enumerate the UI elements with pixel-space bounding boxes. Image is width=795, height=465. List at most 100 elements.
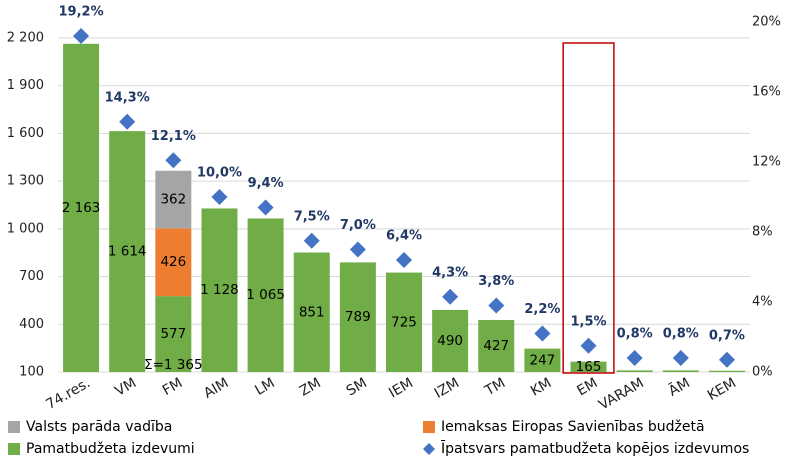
diamond-marker [349,241,366,258]
legend-label: Īpatsvars pamatbudžeta kopējos izdevumos [441,440,749,457]
x-tick-label: VARAM [596,375,647,413]
percent-label: 10,0% [197,166,242,181]
diamond-marker [257,199,274,216]
highlight-frame [562,42,615,374]
bar-segment [293,252,330,372]
legend-marker [8,421,20,433]
x-tick-label: IEM [386,375,416,401]
bar-segment [201,208,238,372]
legend-marker [8,443,20,455]
data-label: 577 [160,326,186,342]
percent-label: 3,8% [478,274,514,289]
x-tick-label: 74.res. [43,375,93,413]
bar-segment [616,370,653,372]
percent-label: 0,8% [617,327,653,342]
y2-tick-label: 16% [752,85,781,100]
y2-tick-label: 12% [752,155,781,170]
x-tick-label: ZM [297,375,324,400]
data-label: 851 [299,304,325,320]
diamond-marker [396,252,412,268]
percent-label: 9,4% [248,176,284,191]
y-tick-label: 1 300 [7,174,44,189]
percent-label: 14,3% [105,90,150,105]
diamond-marker [534,325,551,342]
diamond-marker [303,232,320,249]
data-label: 1 065 [246,287,285,303]
y-tick-label: 100 [19,365,44,380]
data-label: 427 [483,338,509,354]
data-label: 725 [391,314,417,330]
data-label: 1 614 [108,244,147,260]
data-label: 789 [345,309,371,325]
legend-label: Valsts parāda vadība [26,419,172,435]
y-tick-label: 2 200 [7,30,44,45]
diamond-marker [718,351,735,368]
x-tick-label: LM [252,375,277,399]
annotation: Σ=1 365 [144,357,203,373]
x-tick-label: KM [528,375,554,399]
bar-segment [386,272,422,372]
percent-label: 7,5% [294,209,330,224]
diamond-marker [211,189,228,205]
x-tick-label: ĀM [666,374,693,400]
y2-tick-label: 4% [752,295,773,310]
percent-label: 2,2% [524,302,560,317]
legend-label: Iemaksas Eiropas Savienības budžetā [441,419,705,435]
y2-tick-label: 8% [752,225,773,240]
percent-label: 1,5% [571,314,607,329]
diamond-marker [119,113,136,130]
bar-segment [155,170,192,229]
x-tick-label: TM [482,375,509,400]
diamond-marker [165,152,182,169]
legend-label: Pamatbudžeta izdevumi [26,441,195,457]
bar-segment [570,361,607,372]
bar-segment [432,309,469,372]
bar-segment [339,262,376,372]
data-label: 490 [437,333,463,349]
x-tick-label: VM [112,375,139,400]
y-tick-label: 1 600 [7,126,44,141]
bar-segment [155,228,192,297]
bar-segment [109,131,146,372]
percent-label: 7,0% [340,218,376,233]
data-label: 165 [576,359,602,375]
diamond-marker [580,337,597,354]
x-tick-label: SM [344,375,370,399]
y-tick-label: 400 [19,317,44,332]
y-tick-label: 700 [19,269,44,284]
data-label: 247 [530,352,556,368]
bar-segment [63,43,100,372]
diamond-marker [73,28,90,44]
percent-label: 4,3% [432,265,468,280]
x-tick-label: EM [574,375,600,399]
diamond-marker [672,350,689,366]
bar-segment [247,218,284,372]
y-tick-label: 1 900 [7,78,44,93]
bar-segment [524,348,561,372]
bar-segment [155,296,192,372]
percent-label: 6,4% [386,229,422,244]
y2-tick-label: 0% [752,365,773,380]
percent-label: 12,1% [151,129,196,144]
legend-marker [423,421,435,433]
x-tick-label: FM [160,375,185,399]
bar-segment [662,370,699,372]
diamond-marker [626,350,643,366]
percent-label: 0,8% [663,327,699,342]
x-tick-label: AIM [201,375,231,402]
bar-segment [478,319,515,372]
y2-tick-label: 20% [752,15,781,30]
data-label: 2 163 [62,200,101,216]
percent-label: 19,2% [59,5,104,20]
diamond-marker [488,297,505,314]
data-label: 1 128 [200,282,239,298]
x-tick-label: KEM [705,375,739,404]
x-tick-label: IZM [432,375,462,402]
y-tick-label: 1 000 [7,221,44,236]
bar-segment [708,370,745,372]
percent-label: 0,7% [709,328,745,343]
data-label: 362 [160,192,186,208]
diamond-marker [442,288,459,305]
legend-marker [423,443,435,455]
